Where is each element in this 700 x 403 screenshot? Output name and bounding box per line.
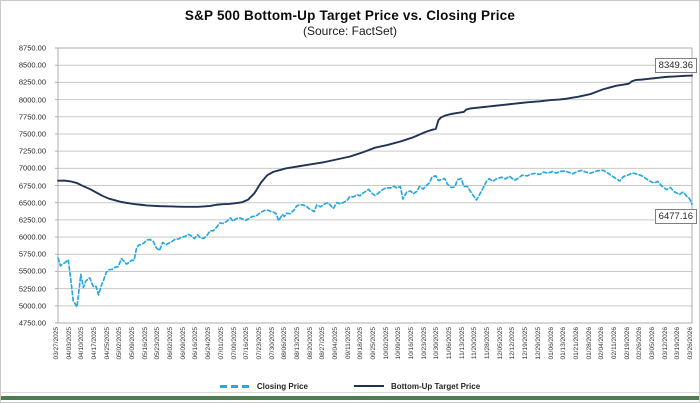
x-axis-tick-label: 01/13/2026 xyxy=(560,327,568,360)
x-axis-tick-label: 12/12/2025 xyxy=(509,327,517,360)
x-axis-tick-label: 01/21/2026 xyxy=(572,327,580,360)
closing-price-line xyxy=(57,169,693,308)
y-axis-tick-label: 6250.00 xyxy=(18,215,46,225)
y-axis-tick-label: 4750.00 xyxy=(18,318,46,328)
x-axis-tick-label: 08/06/2025 xyxy=(281,327,289,360)
x-axis-tick-label: 08/13/2025 xyxy=(293,327,301,360)
x-axis-tick-label: 03/12/2026 xyxy=(661,327,669,360)
legend-item-target-price: Bottom-Up Target Price xyxy=(353,381,481,391)
x-axis-tick-label: 02/26/2026 xyxy=(636,327,644,360)
x-axis-tick-label: 12/29/2025 xyxy=(534,327,542,360)
target-price-end-label: 8349.36 xyxy=(654,58,697,73)
x-axis-tick-label: 12/19/2025 xyxy=(522,327,530,360)
legend-item-closing-price: Closing Price xyxy=(219,381,308,391)
y-axis-tick-label: 7500.00 xyxy=(18,129,46,139)
x-axis-tick-label: 07/09/2025 xyxy=(230,327,238,360)
x-axis-tick-label: 07/01/2025 xyxy=(217,327,225,360)
plot-area xyxy=(55,47,693,324)
x-axis-tick-label: 06/24/2025 xyxy=(205,327,213,360)
y-axis-tick-label: 8000.00 xyxy=(18,95,46,105)
chart-title: S&P 500 Bottom-Up Target Price vs. Closi… xyxy=(184,8,516,23)
closing-price-line-swatch xyxy=(219,384,250,388)
x-axis-tick-label: 03/05/2026 xyxy=(648,327,656,360)
x-axis-tick-label: 07/30/2025 xyxy=(268,327,276,360)
y-axis-tick-label: 6500.00 xyxy=(18,198,46,208)
y-axis-tick-label: 8250.00 xyxy=(18,77,46,87)
target-price-line xyxy=(57,74,693,208)
x-axis-tick-label: 01/28/2026 xyxy=(585,327,593,360)
y-axis-tick-label: 6000.00 xyxy=(18,232,46,242)
legend-label-closing-price: Closing Price xyxy=(256,381,308,391)
x-axis-tick-label: 02/19/2026 xyxy=(623,327,631,360)
x-axis-tick-label: 11/20/2025 xyxy=(471,327,479,360)
x-axis-tick-label: 04/03/2025 xyxy=(65,327,73,360)
x-axis-tick-label: 02/04/2026 xyxy=(598,327,606,360)
x-axis-tick-label: 06/09/2025 xyxy=(179,327,187,360)
x-axis-tick-label: 03/19/2026 xyxy=(674,327,682,360)
x-axis-tick-label: 08/27/2025 xyxy=(319,327,327,360)
x-axis-tick-label: 07/23/2025 xyxy=(255,327,263,360)
x-axis-tick-label: 07/16/2025 xyxy=(243,327,251,360)
x-axis-tick-label: 10/02/2025 xyxy=(382,327,390,360)
x-axis-tick-label: 09/25/2025 xyxy=(370,327,377,360)
y-axis-tick-label: 7750.00 xyxy=(18,112,46,122)
x-axis-tick-label: 04/17/2025 xyxy=(91,327,99,360)
x-axis-tick-label: 05/09/2025 xyxy=(129,327,137,360)
y-axis-tick-label: 5250.00 xyxy=(18,284,46,294)
x-axis-tick-label: 10/23/2025 xyxy=(420,327,428,360)
plot-frame xyxy=(57,47,693,324)
x-axis-tick-label: 11/28/2025 xyxy=(484,327,492,360)
x-axis-tick-label: 09/11/2025 xyxy=(344,327,352,360)
bottom-divider xyxy=(1,392,699,393)
x-axis-tick-label: 01/06/2026 xyxy=(547,327,555,360)
x-axis-tick-label: 05/16/2025 xyxy=(141,327,149,360)
x-axis-tick-label: 11/06/2025 xyxy=(446,327,454,360)
x-axis-tick-label: 10/30/2025 xyxy=(433,327,441,360)
x-axis-tick-label: 10/09/2025 xyxy=(395,327,403,360)
y-axis-tick-label: 5500.00 xyxy=(18,266,46,276)
x-axis-tick-label: 03/27/2025 xyxy=(53,327,60,360)
chart-subtitle: (Source: FactSet) xyxy=(302,24,398,38)
x-axis-tick-label: 09/18/2025 xyxy=(357,327,365,360)
y-axis-tick-label: 8500.00 xyxy=(18,60,46,70)
x-axis-tick-label: 11/13/2025 xyxy=(458,327,466,360)
x-axis-tick-label: 10/16/2025 xyxy=(408,327,416,360)
x-axis-tick-label: 12/05/2025 xyxy=(496,327,504,360)
y-axis-tick-label: 8750.00 xyxy=(18,43,46,53)
legend: Closing Price Bottom-Up Target Price xyxy=(1,379,699,393)
x-axis: 03/27/2025 04/03/2025 04/10/2025 04/17/2025… xyxy=(53,326,694,380)
y-axis-tick-label: 5000.00 xyxy=(18,301,46,311)
closing-price-end-label: 6477.16 xyxy=(654,209,697,224)
legend-label-target-price: Bottom-Up Target Price xyxy=(390,381,481,391)
x-axis-tick-label: 05/02/2025 xyxy=(116,327,124,360)
x-axis-tick-label: 06/16/2025 xyxy=(192,327,200,360)
x-axis-tick-label: 05/23/2025 xyxy=(154,327,162,360)
y-axis-tick-label: 6750.00 xyxy=(18,181,46,190)
x-axis-tick-label: 06/02/2025 xyxy=(167,327,175,360)
y-axis-tick-label: 5750.00 xyxy=(18,249,46,259)
chart-canvas xyxy=(55,47,693,324)
y-axis-tick-label: 7000.00 xyxy=(18,163,46,173)
x-axis-tick-label: 04/25/2025 xyxy=(103,327,111,360)
x-axis-tick-label: 08/20/2025 xyxy=(306,327,314,360)
y-axis: 8750.00 8500.00 8250.00 8000.00 7750.00 7500.… xyxy=(1,44,54,328)
x-axis-tick-label: 02/11/2026 xyxy=(610,327,618,360)
x-axis-tick-label: 04/10/2025 xyxy=(78,327,86,360)
bottom-accent-bar xyxy=(1,396,699,400)
y-axis-tick-label: 7250.00 xyxy=(18,146,46,156)
x-axis-tick-label: 03/26/2026 xyxy=(687,327,694,360)
x-axis-tick-label: 09/04/2025 xyxy=(331,327,339,360)
target-price-line-swatch xyxy=(353,384,384,388)
